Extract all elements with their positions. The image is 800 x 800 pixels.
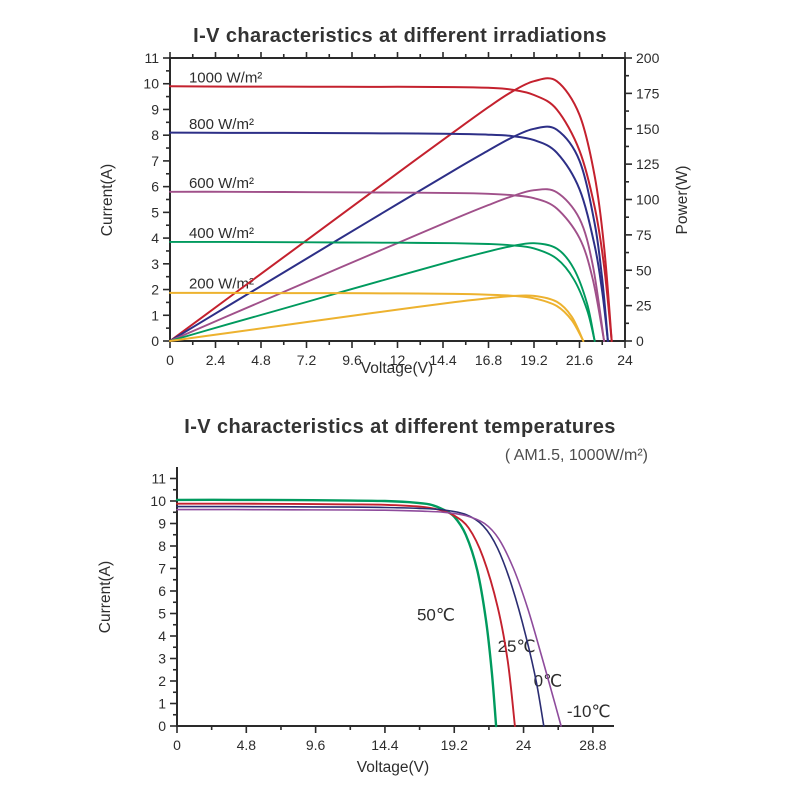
svg-text:5: 5 — [158, 606, 166, 622]
curve-label: 800 W/m² — [189, 116, 254, 133]
svg-text:1: 1 — [151, 307, 159, 323]
svg-text:0: 0 — [151, 333, 159, 349]
svg-text:8: 8 — [158, 538, 166, 554]
svg-text:4: 4 — [151, 230, 159, 246]
svg-text:2.4: 2.4 — [206, 352, 226, 368]
svg-text:7.2: 7.2 — [297, 352, 317, 368]
y-axis-right-title: Power(W) — [674, 166, 691, 235]
svg-text:19.2: 19.2 — [441, 737, 468, 753]
temperature-chart-plot: 0 4.8 9.6 14.4 19.2 24 28.8 0 1 2 3 4 5 6 7 8 9 10 11 Volta… — [97, 467, 614, 776]
svg-text:9.6: 9.6 — [306, 737, 326, 753]
curve-600-w-m2-power — [169, 188, 606, 342]
svg-text:21.6: 21.6 — [566, 352, 593, 368]
svg-text:10: 10 — [150, 493, 166, 509]
irradiation-chart-title: I-V characteristics at different irradia… — [193, 25, 607, 47]
curve-labels: 50℃25℃0℃-10℃ — [417, 605, 611, 721]
svg-text:200: 200 — [636, 50, 660, 66]
svg-text:2: 2 — [158, 673, 166, 689]
curve-label: 400 W/m² — [189, 225, 254, 242]
x-axis-title: Voltage(V) — [361, 360, 433, 377]
svg-text:14.4: 14.4 — [429, 352, 456, 368]
curve-200-w-m2-power — [169, 294, 585, 342]
svg-text:6: 6 — [151, 179, 159, 195]
curve-1000-w-m2-power — [169, 77, 613, 342]
svg-text:24: 24 — [617, 352, 633, 368]
curve-25c — [176, 502, 516, 727]
axis-ticks — [163, 52, 632, 348]
svg-text:175: 175 — [636, 85, 660, 101]
temperature-chart-title: I-V characteristics at different tempera… — [184, 416, 616, 438]
svg-text:7: 7 — [158, 561, 166, 577]
svg-text:9.6: 9.6 — [342, 352, 362, 368]
svg-text:8: 8 — [151, 127, 159, 143]
curve-label: -10℃ — [567, 702, 611, 721]
svg-text:28.8: 28.8 — [579, 737, 606, 753]
svg-text:0: 0 — [158, 718, 166, 734]
svg-text:4.8: 4.8 — [237, 737, 257, 753]
curve-label: 200 W/m² — [189, 276, 254, 293]
svg-text:1: 1 — [158, 696, 166, 712]
svg-text:150: 150 — [636, 121, 660, 137]
svg-text:0: 0 — [166, 352, 174, 368]
plot-frame — [176, 467, 614, 727]
irradiation-chart-plot: 0 2.4 4.8 7.2 9.6 12 14.4 16.8 19.2 21.6 240123456… — [99, 50, 691, 377]
curve--10c — [176, 508, 562, 727]
svg-text:11: 11 — [144, 50, 159, 66]
axis-tick-labels: 0 2.4 4.8 7.2 9.6 12 14.4 16.8 19.2 21.6 240123456… — [143, 50, 659, 368]
axis-ticks — [170, 477, 594, 733]
svg-text:6: 6 — [158, 583, 166, 599]
svg-text:50: 50 — [636, 262, 652, 278]
svg-text:0: 0 — [173, 737, 181, 753]
svg-text:5: 5 — [151, 204, 159, 220]
svg-text:25: 25 — [636, 298, 652, 314]
curve-label: 1000 W/m² — [189, 69, 262, 86]
plot-frame — [169, 57, 626, 342]
svg-text:3: 3 — [158, 651, 166, 667]
curve-labels: 1000 W/m² 800 W/m² 600 W/m² 400 W/m² 200 W/m… — [189, 69, 262, 292]
svg-text:9: 9 — [151, 101, 159, 117]
curve-1000-w-m2-current — [169, 85, 613, 342]
svg-text:10: 10 — [143, 76, 159, 92]
axis-tick-labels: 0 4.8 9.6 14.4 19.2 24 28.8 0 1 2 3 4 5 6 7 8 9 10 11 — [150, 471, 606, 754]
svg-text:2: 2 — [151, 282, 159, 298]
curve-600-w-m2-current — [169, 190, 606, 342]
curve-label: 50℃ — [417, 605, 455, 624]
svg-text:4: 4 — [158, 628, 166, 644]
curve-400-w-m2-current — [169, 240, 596, 342]
svg-text:14.4: 14.4 — [371, 737, 398, 753]
svg-text:75: 75 — [636, 227, 652, 243]
svg-text:19.2: 19.2 — [520, 352, 547, 368]
x-axis-title: Voltage(V) — [357, 759, 429, 776]
svg-text:7: 7 — [151, 153, 159, 169]
svg-text:4.8: 4.8 — [251, 352, 271, 368]
curve-200-w-m2-current — [169, 291, 585, 342]
y-axis-left-title: Current(A) — [97, 561, 114, 633]
temperature-chart-subtitle: ( AM1.5, 1000W/m²) — [504, 447, 648, 464]
svg-text:3: 3 — [151, 256, 159, 272]
svg-text:100: 100 — [636, 192, 660, 208]
curve-label: 600 W/m² — [189, 175, 254, 192]
svg-text:12: 12 — [390, 352, 406, 368]
svg-text:9: 9 — [158, 516, 166, 532]
curve-0c — [176, 505, 545, 727]
svg-text:0: 0 — [636, 333, 644, 349]
curve-400-w-m2-power — [169, 242, 596, 342]
curve-800-w-m2-current — [169, 131, 609, 342]
svg-text:11: 11 — [151, 471, 166, 487]
y-axis-left-title: Current(A) — [99, 164, 116, 236]
svg-text:16.8: 16.8 — [475, 352, 502, 368]
svg-text:125: 125 — [636, 156, 660, 172]
curve-50c — [175, 498, 498, 728]
curve-800-w-m2-power — [169, 125, 609, 342]
svg-text:24: 24 — [516, 737, 532, 753]
